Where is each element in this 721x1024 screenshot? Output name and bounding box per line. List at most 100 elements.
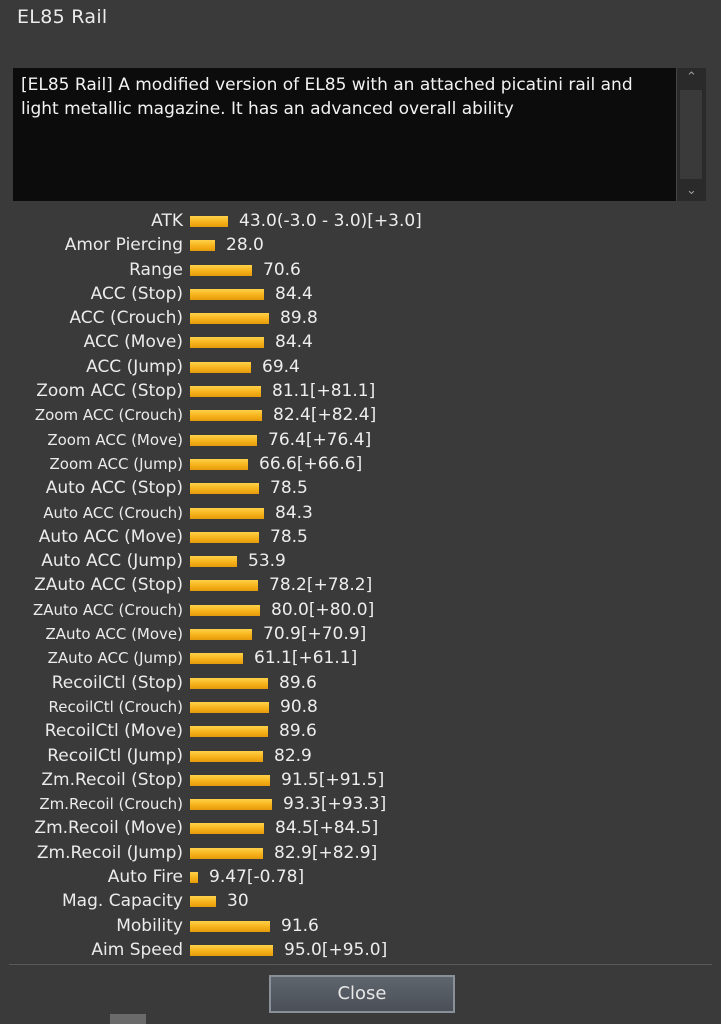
stat-label: Zm.Recoil (Jump) <box>36 842 183 863</box>
stat-row: ZAuto ACC (Stop) 78.2[+78.2] <box>0 573 721 597</box>
footer-divider <box>9 964 712 965</box>
stat-row: ACC (Crouch) 89.8 <box>0 306 721 330</box>
stat-value: 89.6 <box>279 721 317 742</box>
stat-label: Amor Piercing <box>64 235 183 256</box>
stat-bar <box>190 726 268 738</box>
stat-row: RecoilCtl (Stop) 89.6 <box>0 671 721 695</box>
stat-label: Auto ACC (Crouch) <box>43 503 183 522</box>
stat-value: 69.4 <box>262 356 300 377</box>
stat-bar <box>190 361 251 373</box>
stat-bar <box>190 823 264 835</box>
stat-label: ACC (Jump) <box>86 356 183 377</box>
stat-value: 61.1[+61.1] <box>254 648 358 669</box>
stat-label: ACC (Crouch) <box>69 308 183 329</box>
chevron-down-icon[interactable]: ⌄ <box>686 183 697 198</box>
stat-row: Auto Fire 9.47[-0.78] <box>0 865 721 889</box>
stat-bar <box>190 944 273 956</box>
stat-bar <box>190 847 263 859</box>
stat-value: 43.0(-3.0 - 3.0)[+3.0] <box>239 211 422 231</box>
stat-label: Mobility <box>116 915 183 936</box>
stat-row: RecoilCtl (Crouch) 90.8 <box>0 695 721 719</box>
stat-value: 76.4[+76.4] <box>268 429 372 450</box>
stat-label: RecoilCtl (Crouch) <box>48 697 183 716</box>
stat-value: 53.9 <box>248 551 286 572</box>
stat-bar <box>190 750 263 762</box>
stat-row: Zm.Recoil (Stop) 91.5[+91.5] <box>0 768 721 792</box>
stat-label: RecoilCtl (Stop) <box>51 672 183 693</box>
description-box[interactable]: [EL85 Rail] A modified version of EL85 w… <box>13 68 706 201</box>
stat-row: ZAuto ACC (Jump) 61.1[+61.1] <box>0 646 721 670</box>
stat-label: RecoilCtl (Move) <box>44 721 183 742</box>
description-scrollbar[interactable]: ⌃ ⌄ <box>676 68 706 201</box>
stat-bar <box>190 677 268 689</box>
stat-bar <box>190 458 248 470</box>
stat-row: RecoilCtl (Jump) 82.9 <box>0 744 721 768</box>
stat-bar <box>190 386 261 398</box>
stat-label: Auto ACC (Jump) <box>41 551 183 572</box>
stat-label: Auto ACC (Move) <box>38 526 183 547</box>
stat-bar <box>190 410 262 422</box>
stat-value: 90.8 <box>280 696 318 717</box>
stat-row: Auto ACC (Jump) 53.9 <box>0 549 721 573</box>
stat-bar <box>190 337 264 349</box>
stat-value: 9.47[-0.78] <box>209 867 305 888</box>
stat-label: Zm.Recoil (Crouch) <box>39 795 183 814</box>
stat-label: ZAuto ACC (Crouch) <box>32 600 183 619</box>
stat-value: 82.9 <box>274 745 312 766</box>
stat-value: 89.8 <box>280 308 318 329</box>
stat-bar <box>190 216 228 227</box>
stat-value: 28.0 <box>226 235 264 256</box>
stat-value: 84.5[+84.5] <box>275 818 379 839</box>
stat-value: 70.6 <box>263 259 301 280</box>
stat-bar <box>190 872 198 884</box>
partial-widget <box>110 1014 146 1024</box>
scroll-track[interactable] <box>680 90 702 179</box>
stat-row: Zm.Recoil (Jump) 82.9[+82.9] <box>0 841 721 865</box>
stat-label: ZAuto ACC (Stop) <box>34 575 183 596</box>
stat-bar <box>190 483 259 495</box>
stat-bar <box>190 629 252 641</box>
stat-bar <box>190 264 252 276</box>
stat-value: 66.6[+66.6] <box>259 453 363 474</box>
stat-bar <box>190 240 215 252</box>
stat-label: Auto Fire <box>107 867 183 888</box>
stat-label: ACC (Move) <box>83 332 183 353</box>
stat-row: ZAuto ACC (Move) 70.9[+70.9] <box>0 622 721 646</box>
stat-label: ZAuto ACC (Jump) <box>47 649 183 668</box>
stat-row: ACC (Stop) 84.4 <box>0 282 721 306</box>
stat-value: 78.2[+78.2] <box>269 575 373 596</box>
stat-label: Zoom ACC (Move) <box>47 430 183 449</box>
chevron-up-icon[interactable]: ⌃ <box>686 70 697 85</box>
stat-bar <box>190 580 258 592</box>
stat-row: ACC (Jump) 69.4 <box>0 355 721 379</box>
stat-row: Zm.Recoil (Move) 84.5[+84.5] <box>0 816 721 840</box>
stat-row: Mag. Capacity 30 <box>0 889 721 913</box>
stat-bar <box>190 313 269 325</box>
stat-value: 70.9[+70.9] <box>263 624 367 645</box>
stat-row: Auto ACC (Move) 78.5 <box>0 525 721 549</box>
stat-value: 95.0[+95.0] <box>284 939 388 960</box>
item-description: [EL85 Rail] A modified version of EL85 w… <box>21 75 633 119</box>
stat-bar <box>190 896 216 908</box>
stat-label: Zm.Recoil (Move) <box>34 818 183 839</box>
stat-row: ZAuto ACC (Crouch) 80.0[+80.0] <box>0 598 721 622</box>
stat-value: 89.6 <box>279 672 317 693</box>
close-button[interactable]: Close <box>269 975 455 1013</box>
stat-bar <box>190 434 257 446</box>
stat-label: ATK <box>151 211 183 231</box>
stat-value: 82.9[+82.9] <box>274 842 378 863</box>
stat-value: 84.4 <box>275 283 313 304</box>
stat-value: 91.6 <box>281 915 319 936</box>
window-title: EL85 Rail <box>17 6 108 28</box>
stat-label: ZAuto ACC (Move) <box>45 625 183 644</box>
stat-label: Range <box>129 259 183 280</box>
stat-bar <box>190 604 260 616</box>
stat-row: Aim Speed 95.0[+95.0] <box>0 938 721 962</box>
stat-row: Auto ACC (Crouch) 84.3 <box>0 501 721 525</box>
stat-bar <box>190 556 237 568</box>
stat-row: Zoom ACC (Jump) 66.6[+66.6] <box>0 452 721 476</box>
stat-label: Zoom ACC (Crouch) <box>34 406 183 425</box>
stat-row: ACC (Move) 84.4 <box>0 330 721 354</box>
stat-bar <box>190 653 243 665</box>
stat-bar <box>190 799 272 811</box>
